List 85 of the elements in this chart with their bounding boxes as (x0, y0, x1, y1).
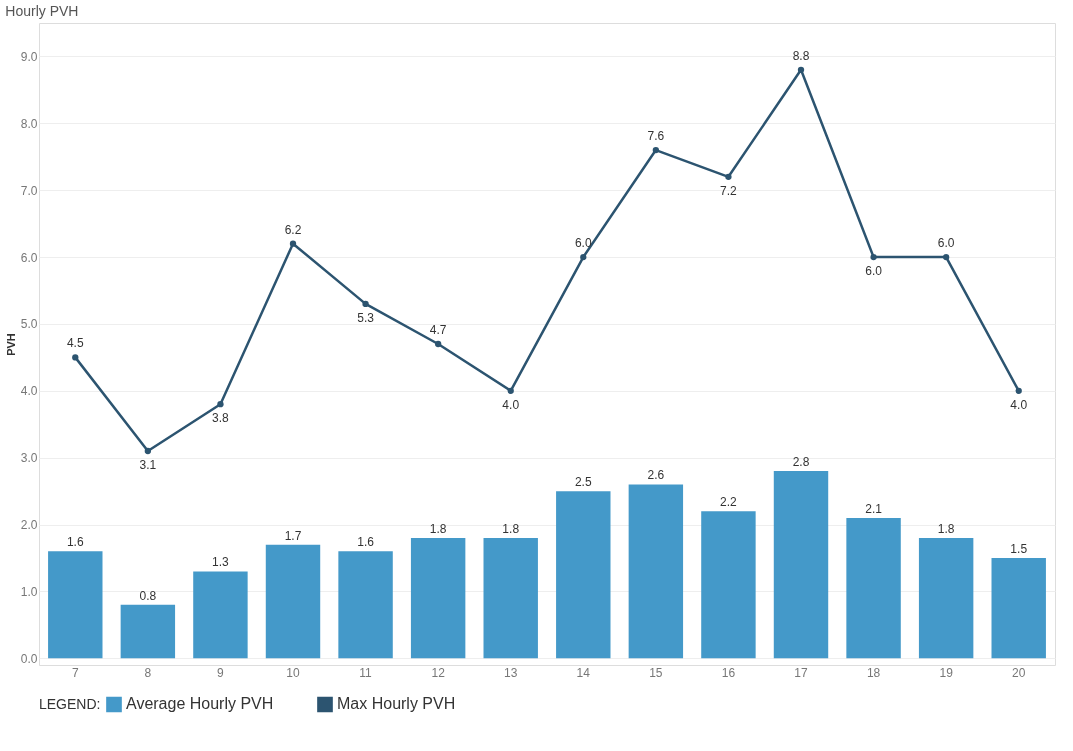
data-label: 1.7 (284, 528, 302, 543)
data-label: 1.8 (937, 521, 955, 536)
point (870, 253, 877, 261)
point (942, 253, 950, 261)
x-tick-label: 15 (649, 665, 663, 680)
data-label: 6.0 (574, 236, 592, 251)
y-axis-title: PVH (4, 333, 17, 356)
point (797, 66, 805, 73)
data-label: 3.1 (139, 458, 157, 472)
bar (556, 491, 611, 659)
y-tick-label: 0.0 (20, 651, 38, 666)
data-label: 0.8 (139, 588, 157, 603)
point (72, 354, 79, 361)
x-tick-label: 8 (144, 665, 152, 680)
bar (846, 517, 901, 659)
x-tick-label: 13 (504, 665, 518, 680)
y-tick-label: 9.0 (20, 49, 38, 64)
data-label: 4.5 (66, 336, 84, 351)
data-label: 6.0 (865, 264, 883, 279)
x-tick-label: 10 (286, 665, 300, 680)
point (144, 447, 152, 455)
x-tick-label: 20 (1012, 665, 1026, 680)
data-label: 2.2 (720, 495, 738, 510)
data-label: 1.8 (429, 521, 447, 536)
x-tick-label: 12 (431, 665, 446, 680)
x-tick-label: 7 (71, 665, 79, 680)
point (725, 173, 732, 180)
data-label: 7.6 (647, 129, 665, 144)
bar (918, 537, 974, 659)
point (1015, 387, 1022, 394)
data-label: 5.3 (357, 310, 375, 325)
x-tick-label: 9 (217, 665, 225, 680)
x-tick-label: 17 (794, 665, 808, 680)
data-label: 1.8 (502, 521, 520, 536)
data-label: 4.7 (429, 323, 447, 337)
y-tick-label: 6.0 (20, 250, 38, 265)
data-label: 4.0 (502, 397, 520, 412)
y-tick-label: 1.0 (20, 584, 38, 599)
x-tick-label: 19 (939, 665, 954, 680)
data-label: 1.3 (212, 555, 230, 570)
data-label: 1.6 (66, 535, 84, 550)
y-tick-label: 3.0 (20, 451, 38, 466)
point (289, 240, 297, 247)
bar (991, 558, 1046, 659)
x-tick-label: 11 (359, 665, 373, 680)
point (652, 146, 660, 154)
x-tick-label: 14 (576, 665, 591, 680)
legend-label: Max Hourly PVH (337, 695, 456, 713)
data-label: 2.8 (792, 455, 810, 470)
legend-title: LEGEND: (39, 696, 101, 712)
point (507, 387, 514, 394)
y-tick-label: 4.0 (20, 384, 38, 399)
chart-title: Hourly PVH (5, 3, 79, 19)
point (580, 253, 587, 261)
data-label: 2.5 (574, 475, 592, 490)
bar (48, 551, 103, 659)
data-label: 8.8 (792, 48, 810, 63)
data-label: 1.6 (357, 535, 375, 550)
x-tick-label: 16 (721, 665, 736, 680)
bar (193, 571, 248, 659)
bar (410, 537, 466, 659)
bar (701, 511, 756, 659)
data-label: 3.8 (212, 411, 230, 426)
data-label: 6.0 (937, 236, 955, 251)
data-label: 4.0 (1010, 397, 1028, 412)
y-tick-label: 7.0 (20, 183, 38, 198)
bar (265, 544, 321, 659)
data-label: 6.2 (284, 222, 302, 237)
data-label: 7.2 (720, 183, 738, 198)
data-label: 2.6 (647, 468, 665, 483)
y-tick-label: 8.0 (20, 116, 38, 131)
point (217, 401, 224, 408)
legend-label: Average Hourly PVH (126, 695, 274, 713)
bar (120, 604, 176, 659)
point (434, 340, 442, 348)
bar (338, 551, 393, 659)
x-tick-label: 18 (866, 665, 881, 680)
bar (628, 484, 684, 659)
bar (483, 537, 538, 659)
y-tick-label: 2.0 (20, 518, 38, 533)
bar (773, 471, 829, 659)
point (362, 300, 369, 308)
data-label: 2.1 (865, 501, 883, 516)
y-tick-label: 5.0 (20, 317, 38, 332)
data-label: 1.5 (1010, 542, 1028, 556)
